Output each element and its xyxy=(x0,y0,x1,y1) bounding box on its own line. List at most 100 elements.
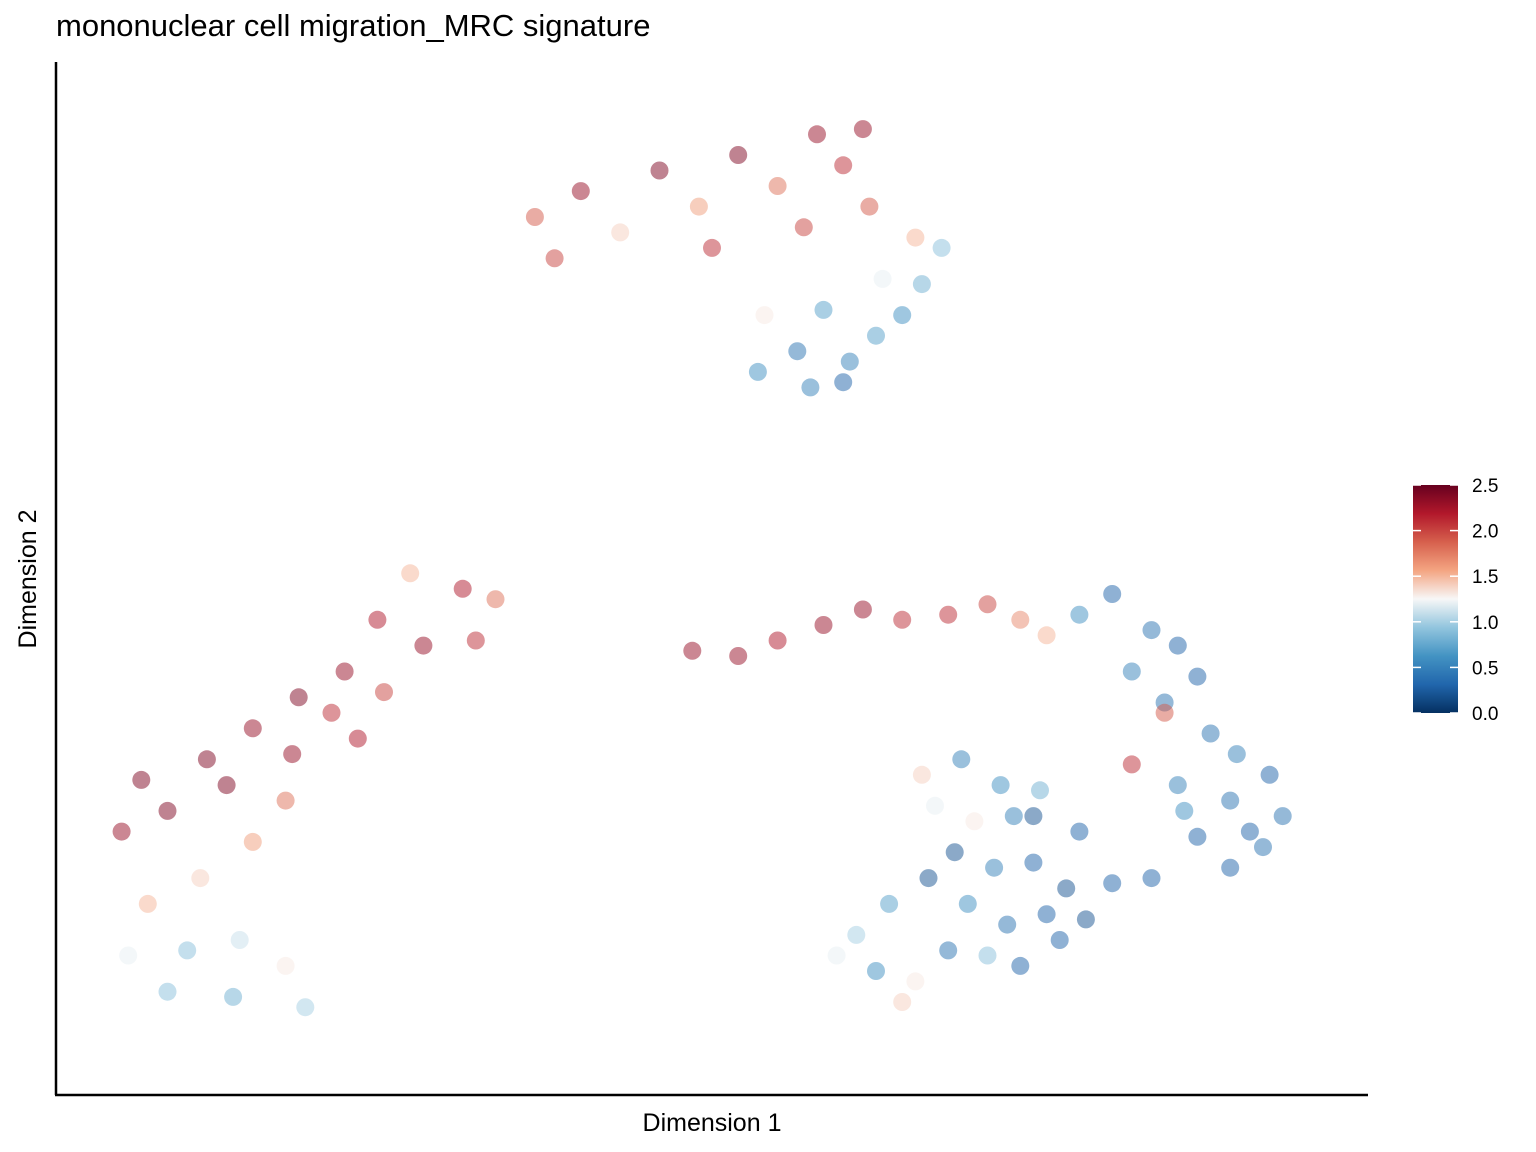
data-point xyxy=(1227,745,1246,764)
data-point xyxy=(912,275,931,294)
data-point xyxy=(1050,931,1069,949)
data-point xyxy=(860,197,879,216)
data-point xyxy=(1070,822,1089,841)
data-point xyxy=(748,362,767,381)
data-point xyxy=(893,306,912,325)
data-point xyxy=(368,610,387,629)
data-point xyxy=(893,610,912,629)
data-point xyxy=(932,238,951,257)
data-point xyxy=(683,641,702,660)
data-point xyxy=(729,146,748,164)
data-point xyxy=(703,238,721,257)
data-point xyxy=(801,378,820,397)
data-point xyxy=(158,982,177,1001)
data-point xyxy=(1011,610,1030,629)
data-point xyxy=(1122,662,1141,681)
data-point xyxy=(611,223,630,242)
data-point xyxy=(414,636,433,655)
data-point xyxy=(276,791,295,810)
legend-tick-label: 2.0 xyxy=(1472,522,1498,543)
data-point xyxy=(1024,853,1043,872)
data-point xyxy=(453,579,472,598)
data-point xyxy=(1024,807,1043,826)
data-point xyxy=(283,745,302,764)
data-point xyxy=(919,869,938,888)
data-point xyxy=(1076,910,1095,929)
data-point xyxy=(1240,822,1259,841)
data-point xyxy=(289,688,308,707)
data-point xyxy=(119,946,138,965)
data-point xyxy=(952,750,971,769)
data-point xyxy=(1168,776,1187,795)
data-point xyxy=(243,832,262,851)
data-point xyxy=(834,373,853,392)
data-point xyxy=(1142,869,1161,888)
data-point xyxy=(1260,765,1279,784)
data-point xyxy=(998,915,1017,934)
data-point xyxy=(880,894,899,913)
data-point xyxy=(958,894,977,913)
data-point xyxy=(1175,801,1194,820)
data-point xyxy=(486,590,505,609)
data-point xyxy=(1057,879,1076,898)
data-point xyxy=(906,228,925,247)
data-point xyxy=(768,631,787,650)
data-point xyxy=(1011,956,1030,975)
data-point xyxy=(873,269,892,288)
data-point xyxy=(1122,755,1141,774)
data-point xyxy=(689,197,708,216)
data-point xyxy=(893,993,912,1011)
y-axis-title: Dimension 2 xyxy=(14,510,42,649)
data-point xyxy=(230,931,249,949)
data-point xyxy=(1031,781,1049,800)
data-point xyxy=(926,796,944,815)
data-point xyxy=(814,616,833,634)
data-point xyxy=(978,946,997,965)
data-point xyxy=(1037,905,1056,924)
data-point xyxy=(296,998,315,1017)
data-point xyxy=(348,729,367,748)
data-point xyxy=(794,218,813,237)
data-point xyxy=(1273,807,1292,826)
data-point xyxy=(1155,703,1174,722)
data-point xyxy=(768,177,787,195)
data-point xyxy=(1254,838,1272,857)
data-point xyxy=(132,770,151,789)
data-point xyxy=(1103,585,1122,603)
chart-title: mononuclear cell migration_MRC signature xyxy=(56,8,651,43)
data-point xyxy=(1168,636,1187,655)
data-point xyxy=(1201,724,1220,743)
data-point xyxy=(1037,626,1056,645)
data-point xyxy=(1142,621,1161,640)
legend-tick-label: 0.5 xyxy=(1472,658,1498,679)
data-point xyxy=(867,326,885,345)
data-point xyxy=(1070,605,1089,624)
data-point xyxy=(906,972,925,991)
data-point xyxy=(965,812,984,831)
legend-tick-label: 0.0 xyxy=(1472,704,1498,725)
data-point xyxy=(545,249,564,268)
data-point xyxy=(814,300,833,319)
data-point xyxy=(808,125,826,144)
data-point xyxy=(788,342,807,361)
data-point xyxy=(1103,874,1122,893)
data-point xyxy=(375,683,393,702)
cluster-middle xyxy=(683,585,1207,712)
data-point xyxy=(834,156,853,175)
legend-tick-label: 1.5 xyxy=(1472,567,1498,588)
data-point xyxy=(276,956,295,975)
colorbar xyxy=(1413,485,1458,713)
data-point xyxy=(729,647,748,665)
data-point xyxy=(335,662,354,681)
data-point xyxy=(224,987,243,1006)
data-point xyxy=(939,605,958,624)
x-axis-title: Dimension 1 xyxy=(643,1109,782,1137)
data-point xyxy=(1188,667,1207,686)
data-point xyxy=(112,822,131,841)
data-point xyxy=(912,765,931,784)
data-point xyxy=(755,306,774,325)
legend-tick-label: 2.5 xyxy=(1472,476,1498,497)
data-point xyxy=(847,925,866,944)
data-point xyxy=(138,894,157,913)
data-point xyxy=(243,719,262,738)
